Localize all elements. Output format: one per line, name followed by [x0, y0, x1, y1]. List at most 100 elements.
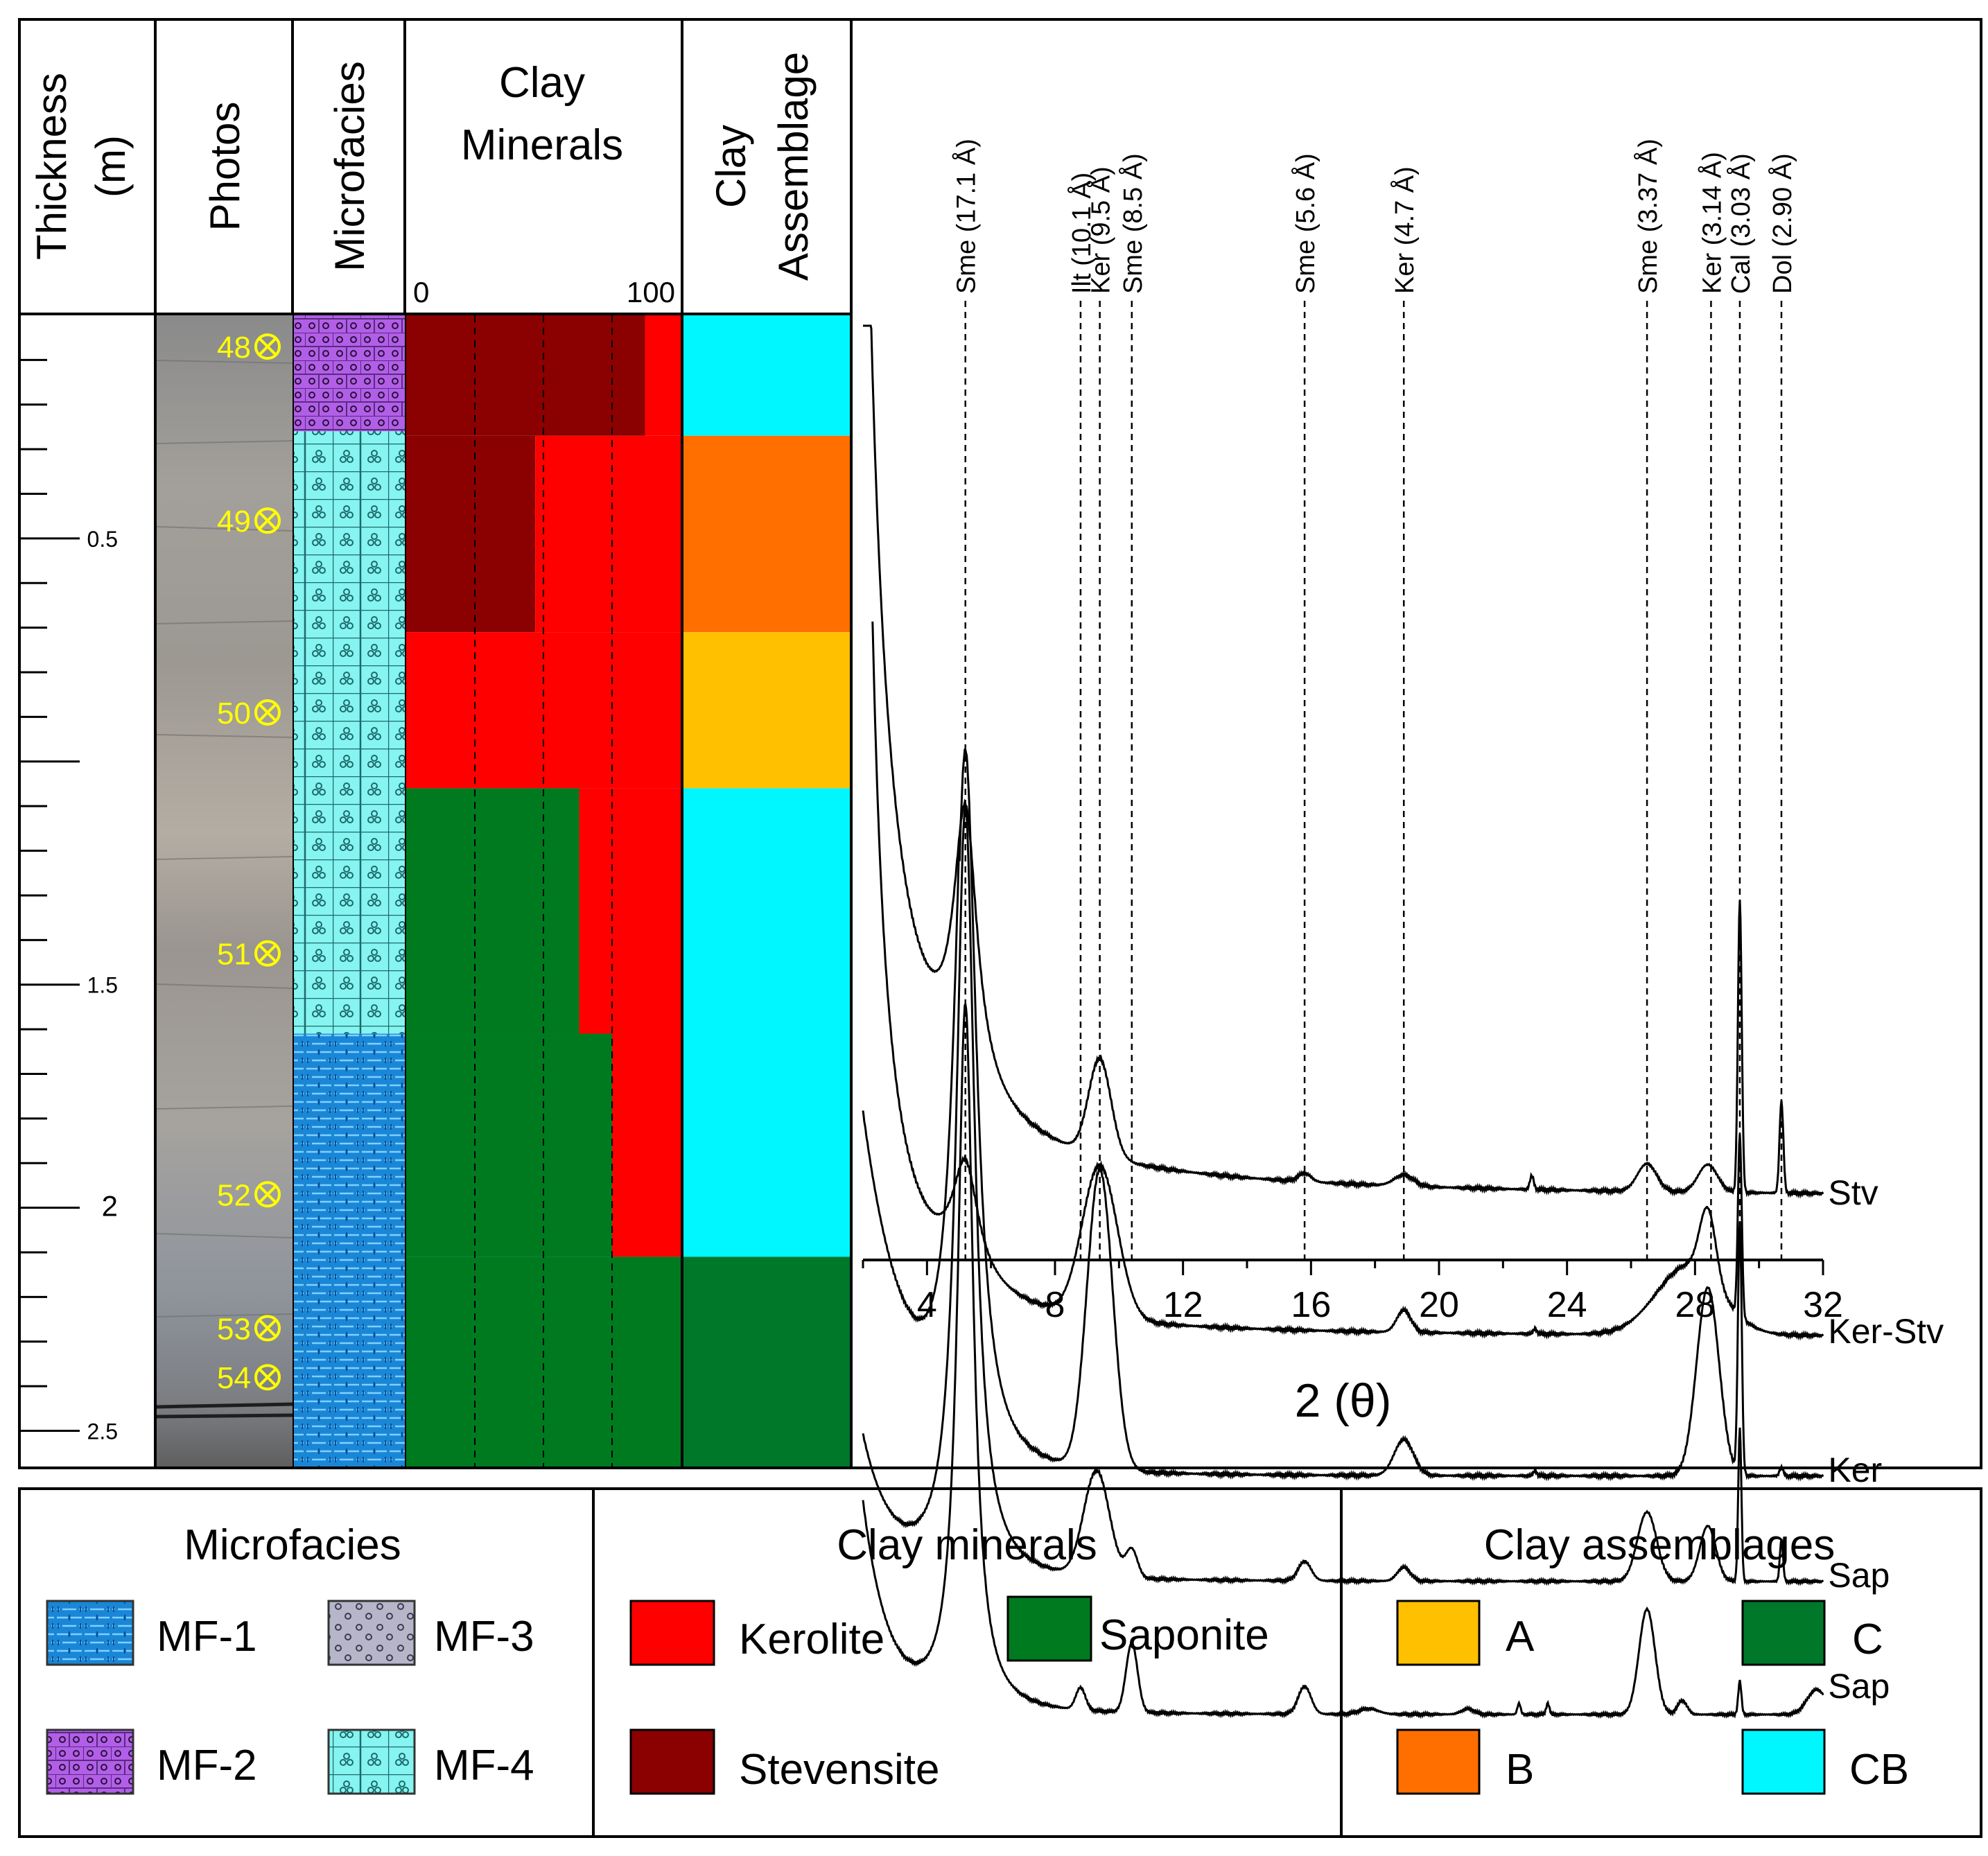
- sample-marker-cross: [258, 337, 277, 356]
- xrd-series-label: Ker-Stv: [1828, 1312, 1944, 1351]
- core-photo-dark-base: [156, 1402, 293, 1419]
- xrd-chart: 4 8 12 16 20 24 28 322 (θ)Sme (17.1 Å) Ilt (10.1…: [862, 139, 1944, 1719]
- microfacies-header: Microfacies: [326, 61, 373, 271]
- microfacies-segment-mf-2: [294, 315, 405, 432]
- clay-minerals-axis-max: 100: [627, 276, 675, 308]
- xrd-x-tick-label: 12: [1163, 1285, 1203, 1325]
- photo-column: 48 49 50 51 52 53 54: [156, 315, 293, 1467]
- clay-bar-stevensite: [406, 435, 536, 633]
- xrd-series-ker: [862, 748, 1824, 1482]
- xrd-peak-label: Ker (3.14 Å): [1696, 152, 1727, 294]
- xrd-series-label: Sap: [1828, 1556, 1890, 1595]
- clay-bar-kerolite: [645, 315, 681, 436]
- xrd-peak-label: Sme (5.6 Å): [1290, 153, 1320, 294]
- core-photo: [157, 315, 293, 1467]
- clay-bar-stevensite: [406, 315, 645, 436]
- sample-marker-icon: [254, 333, 281, 360]
- sample-marker-icon: [254, 1181, 281, 1208]
- thickness-header: Thickness: [28, 73, 75, 260]
- legend-label-CB: CB: [1849, 1746, 1909, 1794]
- legend-swatch-mf3: [327, 1600, 416, 1666]
- legend-label-mf1: MF-1: [157, 1613, 257, 1661]
- xrd-peak-label: Sme (17.1 Å): [951, 139, 982, 294]
- legend-swatch-mf4: [327, 1728, 416, 1795]
- sample-marker-cross: [258, 1367, 277, 1387]
- sample-marker-icon: [254, 940, 281, 967]
- legend-label-stevensite: Stevensite: [739, 1746, 940, 1794]
- xrd-x-tick-label: 16: [1291, 1285, 1331, 1325]
- legend-label-mf3: MF-3: [434, 1613, 534, 1661]
- xrd-series-sap2: [862, 1003, 1824, 1719]
- legend-swatch-saponite: [1006, 1595, 1092, 1662]
- legend-swatch-C: [1741, 1600, 1826, 1666]
- legend-swatch-B: [1396, 1728, 1481, 1795]
- legend-swatch-mf1: [46, 1600, 134, 1666]
- microfacies-segment-mf-1: [294, 1033, 405, 1467]
- sample-marker-circle: [254, 940, 281, 967]
- legend-swatch-mf2: [46, 1728, 134, 1795]
- legend-swatch-CB: [1741, 1728, 1826, 1795]
- xrd-peak-label: Sme (3.37 Å): [1632, 139, 1663, 294]
- thickness-axis: 0.5 1.5 2 2.5: [19, 358, 118, 1444]
- xrd-peak-label: Ker (9.5 Å): [1085, 166, 1116, 294]
- legend-label-kerolite: Kerolite: [739, 1616, 884, 1663]
- thickness-tick-label: 2: [102, 1190, 118, 1223]
- xrd-series-label: Stv: [1828, 1173, 1878, 1212]
- legend-swatch-A: [1396, 1600, 1481, 1666]
- microfacies-column: [294, 315, 405, 1467]
- legend-label-B: B: [1506, 1746, 1534, 1794]
- legend-clay-minerals-title: Clay minerals: [837, 1521, 1097, 1569]
- legend-frame: [18, 1487, 1982, 1838]
- sample-marker-circle: [254, 333, 281, 360]
- clay-minerals-column: [406, 315, 681, 1467]
- xrd-series-kerstv: [871, 621, 1824, 1341]
- assemblage-segment-cb: [683, 315, 850, 436]
- sample-marker-cross: [258, 1184, 277, 1204]
- sample-marker-circle: [254, 1181, 281, 1208]
- xrd-peak-label: Ker (4.7 Å): [1389, 166, 1420, 294]
- thickness-unit: (m): [87, 135, 134, 198]
- thickness-tick-label: 1.5: [87, 973, 118, 998]
- xrd-series-label: Sap: [1828, 1667, 1890, 1706]
- sample-label: 51: [217, 938, 251, 972]
- clay-assemblage-header-1: Clay: [708, 125, 754, 208]
- sample-marker-circle: [254, 1364, 281, 1391]
- sample-marker-circle: [254, 699, 281, 726]
- xrd-series-sap1: [862, 803, 1824, 1586]
- sample-label: 48: [217, 331, 251, 365]
- assemblage-segment-b: [683, 435, 850, 633]
- xrd-peak-label: Dol (2.90 Å): [1767, 153, 1797, 294]
- core-photo-laminae: [156, 360, 293, 1317]
- xrd-peak-label: Sme (8.5 Å): [1117, 153, 1148, 294]
- xrd-x-axis-label: 2 (θ): [1295, 1374, 1392, 1427]
- clay-bar-saponite: [406, 788, 579, 1034]
- legend-microfacies-title: Microfacies: [184, 1521, 401, 1569]
- clay-bar-kerolite: [579, 788, 681, 1034]
- assemblage-segment-cb: [683, 788, 850, 1257]
- legend-label-mf4: MF-4: [434, 1742, 534, 1789]
- sample-label: 49: [217, 505, 251, 539]
- microfacies-segment-mf-4: [294, 431, 405, 1034]
- legend-label-C: C: [1852, 1616, 1883, 1663]
- clay-assemblage-header-2: Assemblage: [770, 52, 817, 281]
- assemblage-segment-c: [683, 1257, 850, 1467]
- sample-marker-cross: [258, 511, 277, 530]
- xrd-x-tick-label: 24: [1547, 1285, 1587, 1325]
- xrd-x-tick-label: 28: [1675, 1285, 1715, 1325]
- sample-marker-cross: [258, 1319, 277, 1338]
- sample-marker-cross: [258, 944, 277, 963]
- sample-marker-circle: [254, 1315, 281, 1342]
- sample-label: 50: [217, 697, 251, 730]
- sample-marker-icon: [254, 1315, 281, 1342]
- sample-label: 54: [217, 1361, 251, 1395]
- thickness-tick-label: 2.5: [87, 1419, 118, 1444]
- xrd-series-stv: [863, 324, 1824, 1199]
- clay-bar-kerolite: [612, 1033, 681, 1257]
- sample-label: 52: [217, 1178, 251, 1212]
- clay-assemblage-column: [683, 315, 850, 1467]
- sample-marker-circle: [254, 507, 281, 534]
- xrd-x-tick-label: 20: [1419, 1285, 1459, 1325]
- sample-label: 53: [217, 1312, 251, 1346]
- sample-marker-icon: [254, 507, 281, 534]
